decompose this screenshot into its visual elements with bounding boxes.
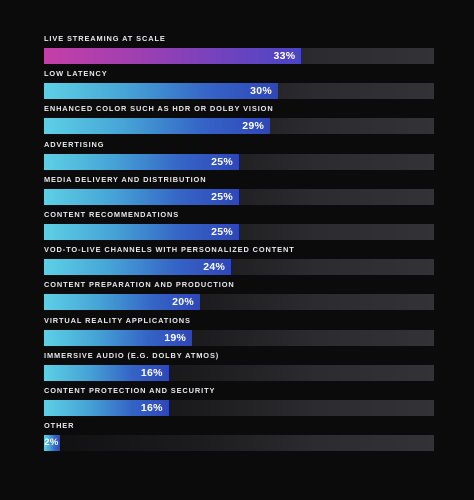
bar: 24% xyxy=(44,259,232,276)
bar: 16% xyxy=(44,400,169,416)
bar-row: CONTENT PROTECTION AND SECURITY 16% xyxy=(44,386,434,418)
bar-value-label: 25% xyxy=(211,155,233,168)
bar-row: CONTENT RECOMMENDATIONS 25% xyxy=(44,210,434,242)
bar-row: LOW LATENCY 30% xyxy=(44,69,434,101)
bar-value-label: 19% xyxy=(164,331,187,344)
bar: 25% xyxy=(44,188,239,205)
bar: 29% xyxy=(44,118,271,135)
bar-value-label: 20% xyxy=(172,296,194,309)
bar: 16% xyxy=(44,364,169,381)
bar: 25% xyxy=(44,224,239,240)
bar-track: 20% xyxy=(44,294,434,311)
bar-row: VOD-TO-LIVE CHANNELS WITH PERSONALIZED C… xyxy=(44,245,434,277)
category-label: IMMERSIVE AUDIO (E.G. DOLBY ATMOS) xyxy=(44,350,220,360)
bar-track: 16% xyxy=(44,400,434,416)
category-label: ENHANCED COLOR SUCH AS HDR OR DOLBY VISI… xyxy=(44,104,274,114)
bar: 30% xyxy=(44,83,278,100)
bar: 25% xyxy=(44,153,239,170)
category-label: MEDIA DELIVERY AND DISTRIBUTION xyxy=(44,174,207,184)
bar-track: 25% xyxy=(44,188,434,205)
category-label: CONTENT PROTECTION AND SECURITY xyxy=(44,386,216,395)
bar-track: 25% xyxy=(44,153,434,170)
bar-track: 2% xyxy=(44,435,434,452)
category-label: VIRTUAL REALITY APPLICATIONS xyxy=(44,315,191,325)
bar-track: 16% xyxy=(44,364,434,381)
category-label: VOD-TO-LIVE CHANNELS WITH PERSONALIZED C… xyxy=(44,245,295,255)
bar-track: 33% xyxy=(44,48,434,64)
bar: 19% xyxy=(44,329,193,346)
bar-track: 19% xyxy=(44,329,434,346)
bar-row: VIRTUAL REALITY APPLICATIONS 19% xyxy=(44,316,434,348)
bar-row: MEDIA DELIVERY AND DISTRIBUTION 25% xyxy=(44,175,434,207)
bar-row: ADVERTISING 25% xyxy=(44,140,434,172)
bar-row: ENHANCED COLOR SUCH AS HDR OR DOLBY VISI… xyxy=(44,104,434,136)
bar-track: 29% xyxy=(44,118,434,135)
bar-row: CONTENT PREPARATION AND PRODUCTION 20% xyxy=(44,280,434,312)
category-label: LIVE STREAMING AT SCALE xyxy=(44,34,166,43)
category-label: OTHER xyxy=(44,421,75,431)
bar-value-label: 30% xyxy=(250,85,272,98)
bar-track: 25% xyxy=(44,224,434,240)
category-label: CONTENT RECOMMENDATIONS xyxy=(44,210,180,219)
bar-track: 24% xyxy=(44,259,434,276)
bar-value-label: 16% xyxy=(140,402,163,414)
bar-value-label: 33% xyxy=(273,50,296,62)
bar: 33% xyxy=(44,48,302,64)
bar-value-label: 25% xyxy=(211,190,233,203)
category-label: CONTENT PREPARATION AND PRODUCTION xyxy=(44,280,235,290)
bar-row: IMMERSIVE AUDIO (E.G. DOLBY ATMOS) 16% xyxy=(44,351,434,383)
bar-value-label: 25% xyxy=(211,226,233,238)
bar: 2% xyxy=(44,435,60,452)
bar-row: LIVE STREAMING AT SCALE 33% xyxy=(44,34,434,66)
bar-row: OTHER 2% xyxy=(44,421,434,453)
bar-value-label: 24% xyxy=(203,261,226,274)
bar: 20% xyxy=(44,294,200,311)
bar-value-label: 16% xyxy=(140,366,163,379)
bar-track: 30% xyxy=(44,83,434,100)
category-label: ADVERTISING xyxy=(44,139,105,149)
bar-value-label: 2% xyxy=(44,437,59,449)
category-label: LOW LATENCY xyxy=(44,69,108,79)
bar-value-label: 29% xyxy=(242,120,265,133)
